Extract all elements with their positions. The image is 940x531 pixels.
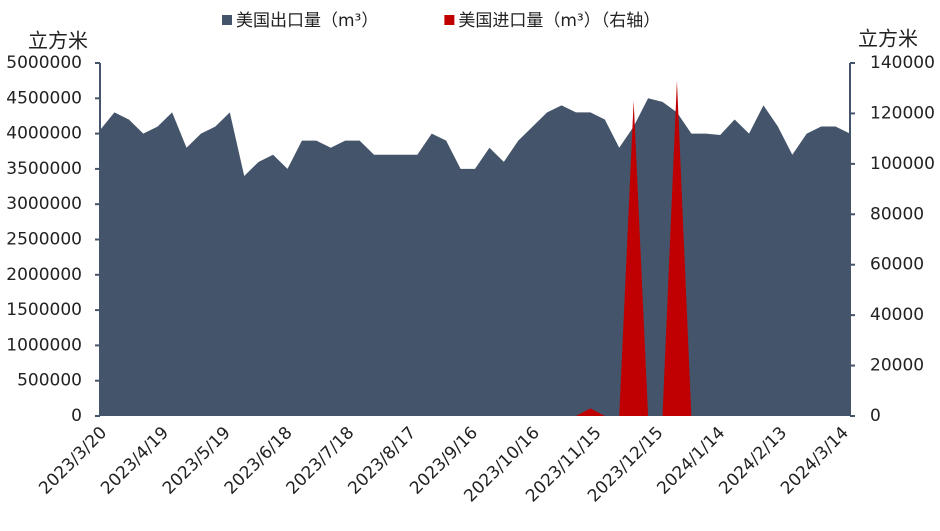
y-tick-label: 3500000	[6, 159, 82, 179]
y2-tick-label: 120000	[870, 103, 935, 123]
y-tick-label: 1500000	[6, 300, 82, 320]
area	[100, 98, 850, 417]
x-tick-label: 2024/3/14	[777, 423, 853, 499]
y-tick-label: 3000000	[6, 194, 82, 214]
y-tick-label: 4500000	[6, 88, 82, 108]
y2-tick-label: 60000	[870, 255, 924, 275]
y-tick-label: 5000000	[6, 53, 82, 73]
y-tick-label: 4000000	[6, 124, 82, 144]
y2-axis-title: 立方米	[858, 27, 918, 51]
y2-tick-label: 0	[870, 406, 881, 426]
legend-label: 美国进口量（m³）（右轴）	[458, 11, 660, 31]
y2-tick-label: 40000	[870, 305, 924, 325]
legend-swatch	[444, 15, 455, 25]
legend-label: 美国出口量（m³）	[236, 11, 378, 31]
legend-swatch	[222, 15, 232, 25]
y2-tick-label: 20000	[870, 356, 924, 376]
y-tick-label: 0	[71, 406, 82, 426]
y-axis-title: 立方米	[28, 29, 88, 53]
y2-tick-label: 100000	[870, 154, 935, 174]
y2-tick-label: 80000	[870, 204, 924, 224]
y-tick-label: 1000000	[6, 335, 82, 355]
y-tick-label: 2500000	[6, 230, 82, 250]
y-tick-label: 500000	[17, 371, 82, 391]
y2-tick-label: 140000	[870, 53, 935, 73]
y-tick-label: 2000000	[6, 265, 82, 285]
